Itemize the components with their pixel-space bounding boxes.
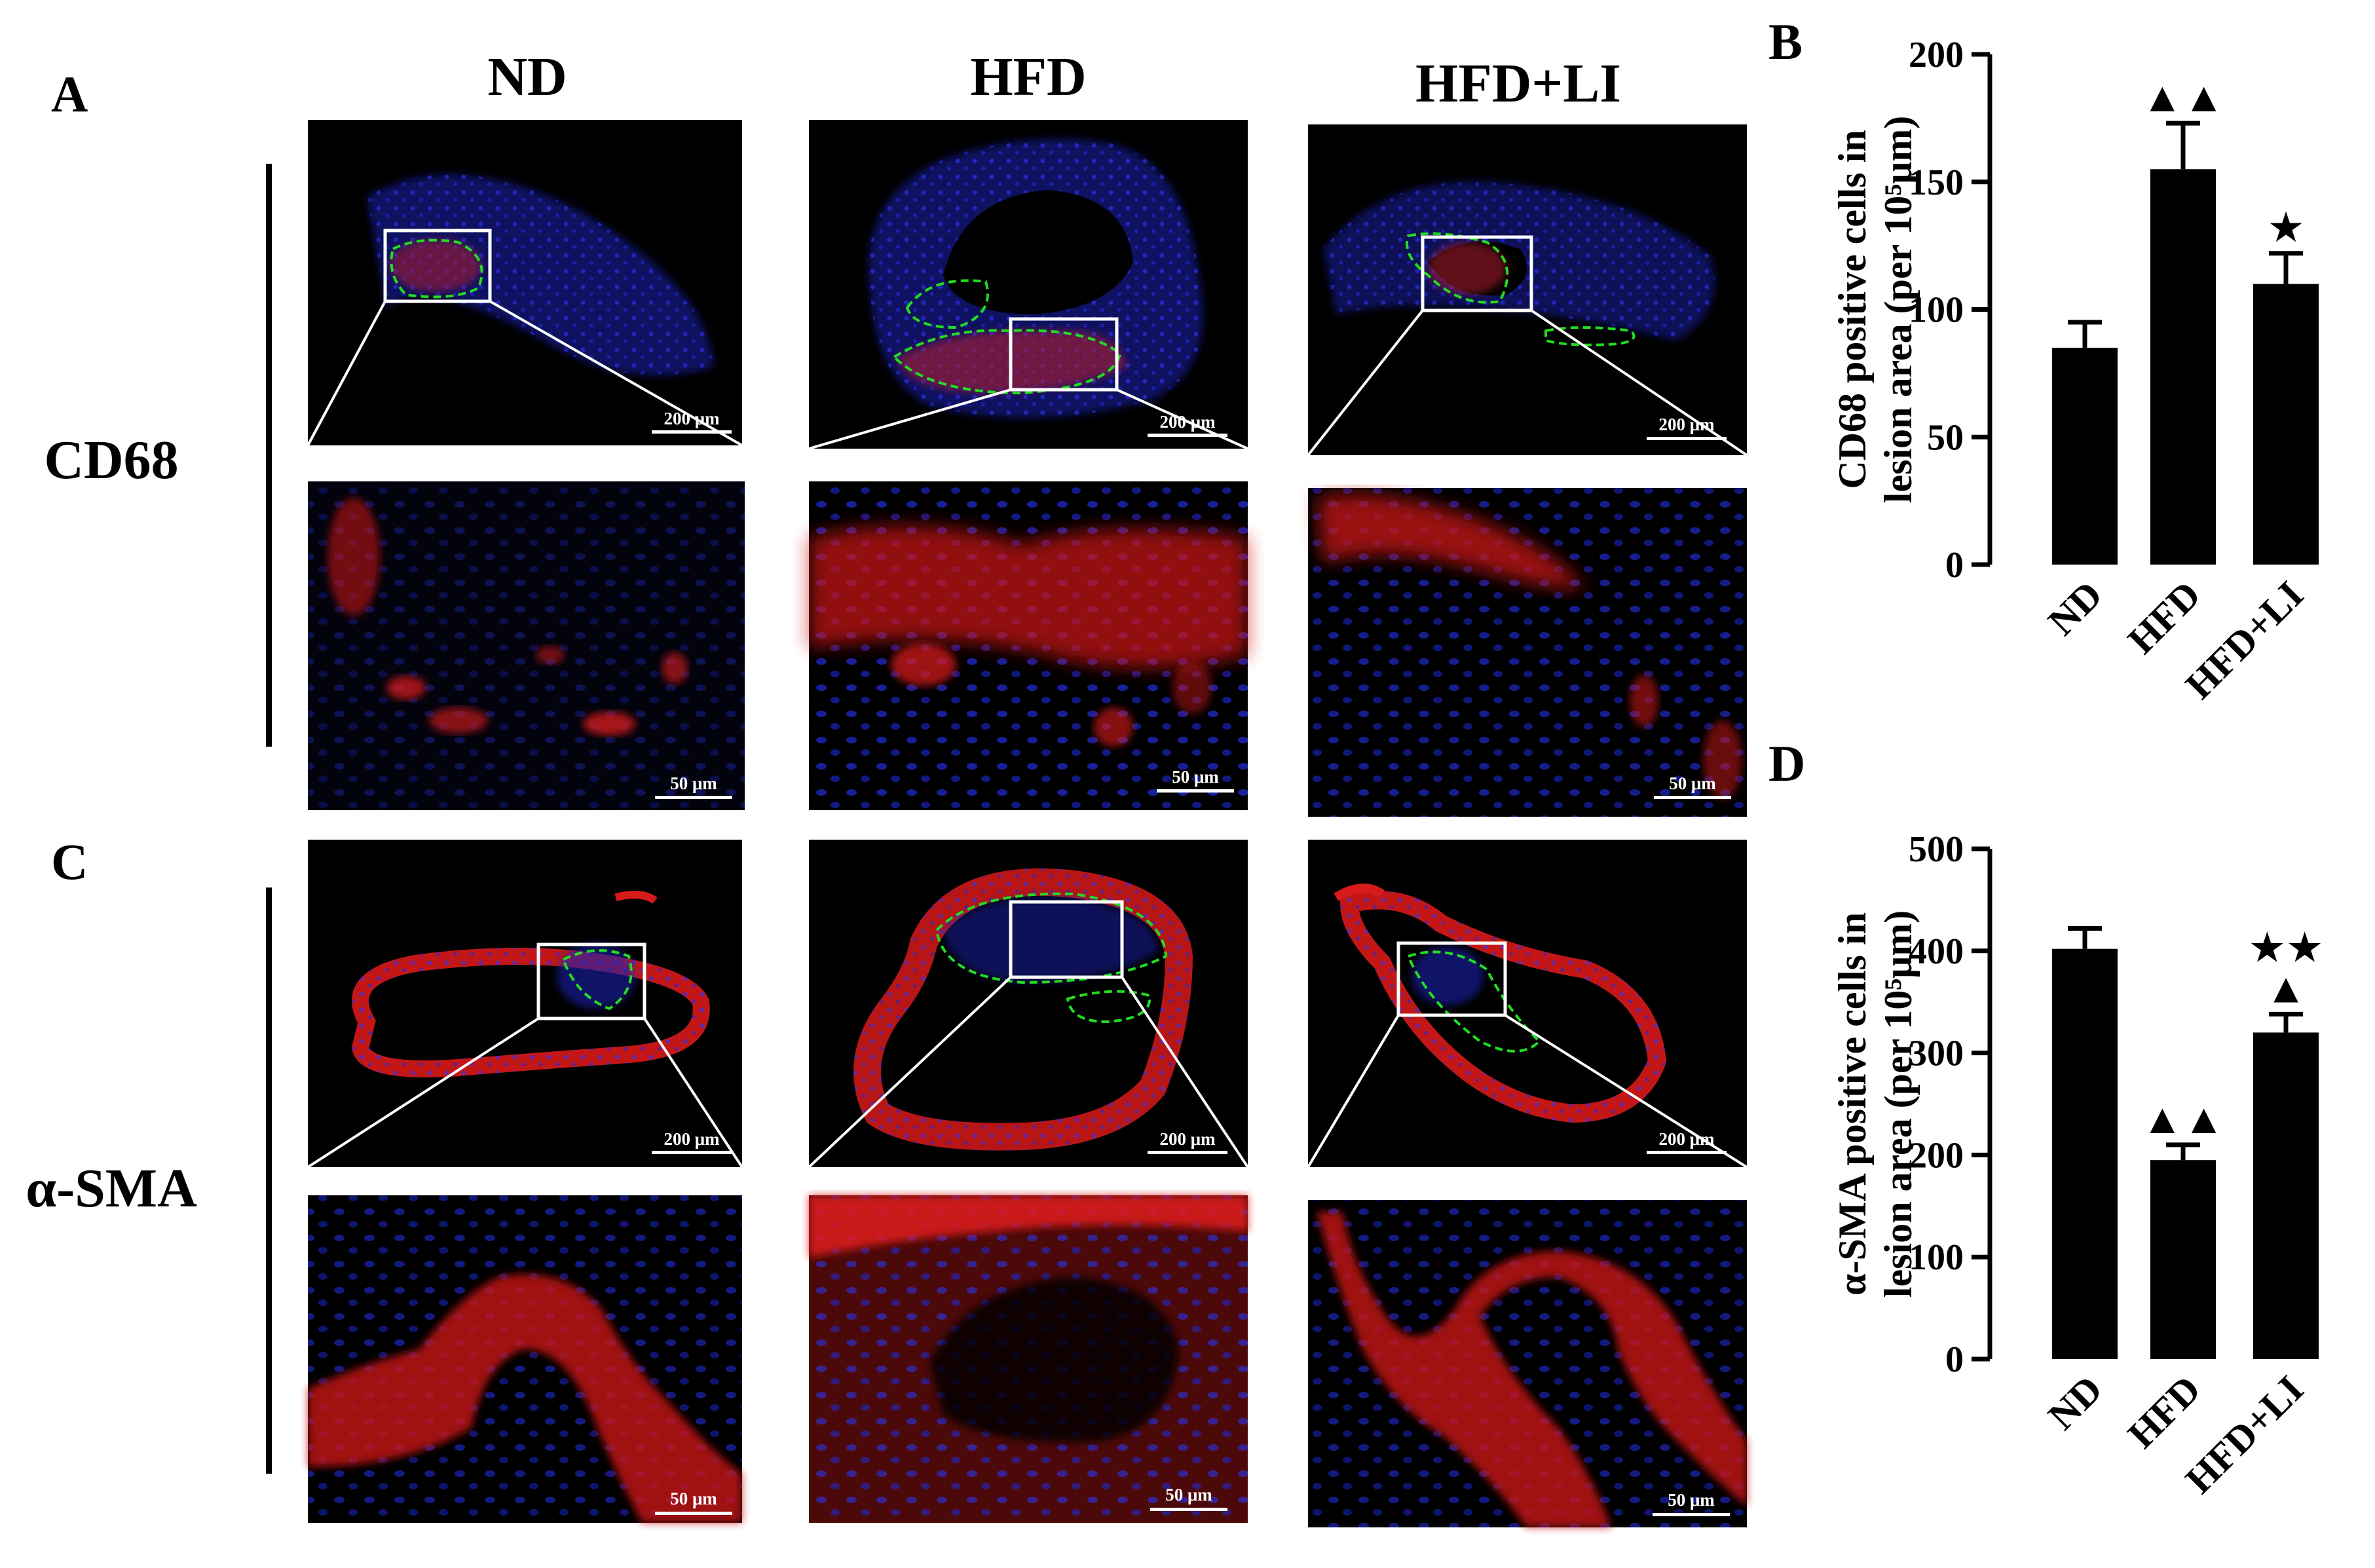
panel-label-d: D (1768, 735, 1805, 792)
y-tick-label: 0 (1945, 545, 1964, 586)
zoom-lines-sma-hfd (808, 976, 1249, 1168)
y-tick-label: 100 (1909, 290, 1964, 331)
scale-bar-label: 200 μm (664, 1129, 720, 1149)
micrograph-sma-nd-overview: 200 μm (308, 840, 742, 1167)
y-axis-label: α-SMA positive cells in (1831, 912, 1874, 1296)
micrograph-sma-hfd-zoom: 50 μm (809, 1195, 1248, 1523)
micrograph-cd68-nd-zoom: 50 μm (308, 481, 745, 810)
scale-bar-label: 200 μm (1658, 1129, 1715, 1149)
bar-hfd-li (2253, 1032, 2319, 1359)
zoom-lines-sma-hfdli (1307, 1014, 1748, 1168)
column-label-nd: ND (487, 47, 567, 107)
y-tick-label: 400 (1909, 931, 1964, 972)
panel-label-b: B (1768, 13, 1803, 70)
zoom-lines-cd68-hfd (808, 388, 1248, 450)
zoom-lines-sma-nd (307, 1017, 743, 1168)
scale-bar-label: 50 μm (670, 1489, 717, 1508)
scale-bar-label: 50 μm (1669, 774, 1716, 793)
column-label-hfd: HFD (970, 47, 1086, 107)
zoom-lines-cd68-hfdli (1307, 309, 1748, 457)
micrograph-sma-hfdli-overview: 200 μm (1308, 840, 1747, 1167)
y-tick-label: 0 (1945, 1339, 1964, 1380)
scale-bar-label: 50 μm (1668, 1490, 1715, 1510)
category-label: HFD (2120, 1368, 2209, 1457)
significance-marker: ★★ (2249, 924, 2324, 971)
micrograph-sma-nd-zoom: 50 μm (308, 1195, 742, 1523)
row-bracket-sma (266, 887, 272, 1474)
micrograph-cd68-hfdli-zoom: 50 μm (1308, 488, 1747, 817)
panel-label-a: A (51, 65, 88, 122)
scale-bar-label: 50 μm (1172, 767, 1219, 787)
y-tick-label: 300 (1909, 1034, 1964, 1074)
scale-bar-label: 200 μm (1658, 415, 1715, 434)
zoom-lines-cd68-nd (307, 300, 743, 447)
micrograph-sma-hfdli-zoom: 50 μm (1308, 1200, 1747, 1527)
micrograph-cd68-hfd-zoom: 50 μm (809, 481, 1248, 810)
row-bracket-cd68 (266, 164, 272, 747)
row-label-cd68: CD68 (44, 430, 178, 491)
significance-marker: ▲ (2265, 965, 2306, 1011)
y-axis-label: CD68 positive cells in (1831, 130, 1874, 489)
micrograph-sma-hfd-overview: 200 μm (809, 840, 1248, 1167)
scale-bar-label: 200 μm (664, 409, 720, 428)
row-label-sma: α-SMA (26, 1158, 197, 1219)
bar-nd (2052, 948, 2118, 1359)
scale-bar-label: 200 μm (1159, 1129, 1216, 1149)
y-tick-label: 500 (1909, 829, 1964, 870)
category-label: ND (2040, 573, 2110, 644)
y-tick-label: 200 (1909, 35, 1964, 75)
category-label: ND (2040, 1368, 2110, 1438)
significance-marker: ★ (2267, 204, 2304, 251)
bar-nd (2052, 347, 2118, 565)
bar-hfd-li (2253, 284, 2319, 565)
y-tick-label: 150 (1909, 162, 1964, 203)
bar-hfd (2150, 169, 2216, 565)
column-label-hfd-li: HFD+LI (1415, 53, 1621, 114)
micrograph-cd68-hfd-overview: 200 μm (809, 120, 1248, 449)
scale-bar-label: 50 μm (670, 774, 717, 793)
category-label: HFD (2120, 573, 2209, 662)
panel-label-c: C (51, 833, 88, 890)
y-tick-label: 200 (1909, 1135, 1964, 1176)
y-tick-label: 100 (1909, 1237, 1964, 1278)
significance-marker: ▲▲ (2142, 1096, 2225, 1142)
significance-marker: ▲▲ (2142, 74, 2225, 121)
bar-hfd (2150, 1160, 2216, 1359)
y-axis-label: lesion area (per 10⁵μm) (1877, 116, 1920, 503)
micrograph-cd68-nd-overview: 200 μm (308, 120, 742, 445)
scale-bar-label: 50 μm (1165, 1485, 1212, 1504)
y-axis-label: lesion area (per 10⁵μm) (1877, 910, 1920, 1297)
micrograph-cd68-hfdli-overview: 200 μm (1308, 124, 1747, 455)
y-tick-label: 50 (1927, 417, 1964, 458)
